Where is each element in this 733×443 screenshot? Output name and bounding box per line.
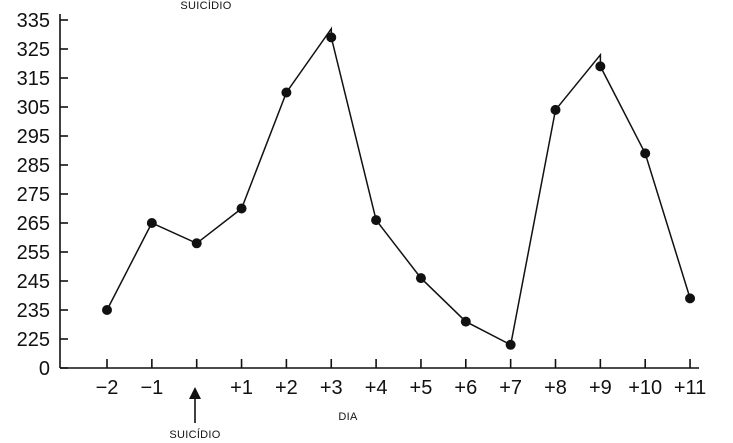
data-point (685, 293, 696, 304)
x-tick-label: +4 (365, 377, 388, 399)
y-tick-label: 225 (17, 329, 50, 351)
x-tick-label: +8 (544, 377, 567, 399)
y-tick-label: 255 (17, 242, 50, 264)
y-tick-label: 295 (17, 126, 50, 148)
y-tick-label: 285 (17, 155, 50, 177)
arrow-up-icon (189, 387, 201, 399)
data-point (102, 305, 112, 315)
x-tick-label: +2 (275, 377, 298, 399)
y-tick-label: 275 (17, 184, 50, 206)
y-tick-label: 265 (17, 213, 50, 235)
data-point (281, 87, 292, 98)
x-tick-label: +10 (628, 377, 662, 399)
series-path (106, 26, 691, 346)
chart-title: SUICÍDIO (180, 0, 231, 12)
x-tick-label: +5 (410, 377, 433, 399)
x-axis-label: DIA (338, 411, 358, 423)
x-tick-label: −1 (140, 377, 163, 399)
x-tick-label: +1 (230, 377, 253, 399)
data-point (371, 215, 382, 226)
data-point (326, 32, 337, 43)
y-tick-label: 315 (17, 68, 50, 90)
y-tick-label: 0 (39, 358, 50, 380)
data-point (460, 316, 471, 327)
x-tick-label: +3 (320, 377, 343, 399)
x-tick-label: +9 (589, 377, 612, 399)
y-tick-label: 235 (17, 300, 50, 322)
event-marker: SUICÍDIO (169, 387, 220, 441)
series-line (102, 26, 696, 350)
data-point (550, 104, 561, 115)
x-tick-label: +6 (454, 377, 477, 399)
data-point (236, 203, 247, 214)
y-tick-label: 245 (17, 271, 50, 293)
x-tick-label: +11 (674, 377, 706, 399)
x-axis: −2 −1 +1 +2 +3 +4 +5 +6 +7 +8 +9 +10 +11 (60, 359, 706, 399)
y-tick-label: 335 (17, 10, 50, 32)
y-tick-label: 305 (17, 97, 50, 119)
data-point (595, 61, 606, 72)
y-axis: 0 225 235 245 255 265 275 285 295 305 315 325 335 (17, 10, 68, 380)
data-point (191, 238, 202, 249)
data-point (505, 339, 516, 350)
y-tick-label: 325 (17, 39, 50, 61)
event-label: SUICÍDIO (169, 428, 220, 441)
data-point (146, 218, 157, 228)
data-point (640, 148, 651, 159)
data-point (415, 273, 426, 284)
x-tick-label: +7 (499, 377, 522, 399)
x-tick-label: −2 (96, 377, 119, 399)
